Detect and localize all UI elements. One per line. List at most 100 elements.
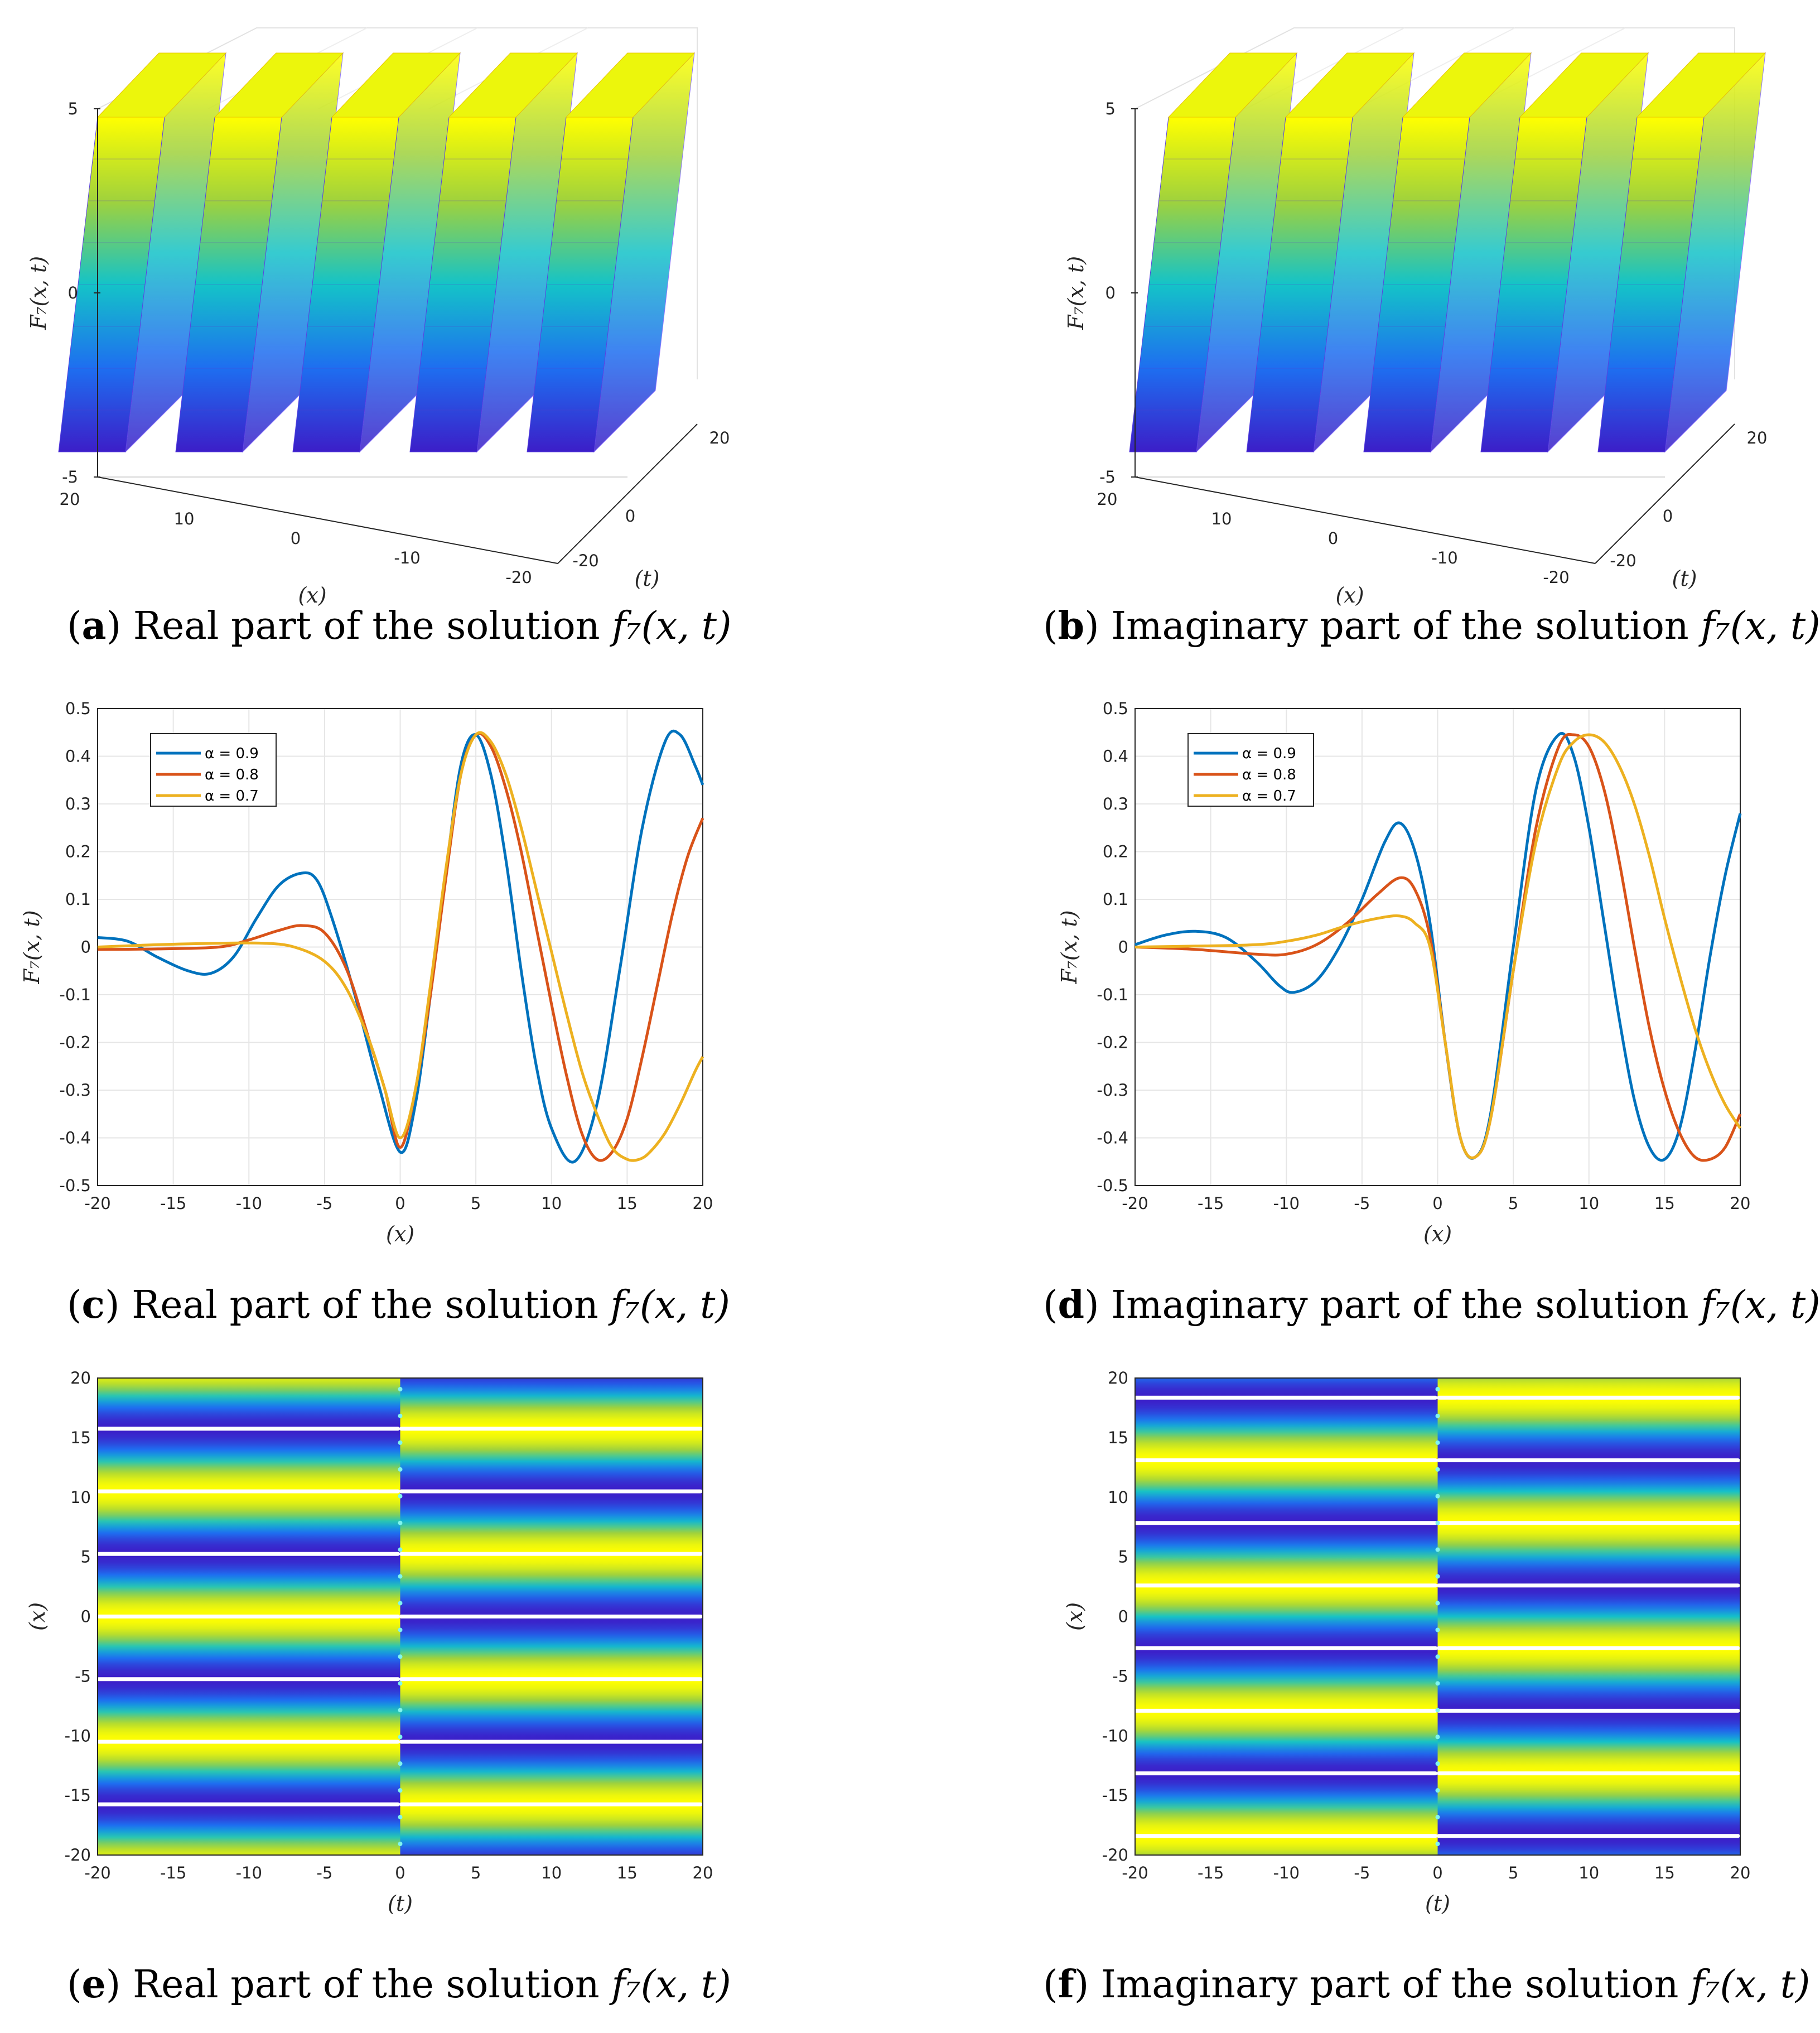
y-tick-label: 0.5 (1103, 699, 1128, 718)
x-tick-label: -20 (84, 1194, 110, 1213)
caption-letter: e (82, 1962, 106, 2007)
x-tick-label: 5 (471, 1863, 481, 1882)
y-axis-label: (x) (25, 1602, 50, 1631)
surface-crest (1636, 52, 1766, 118)
x-tick-label: 0 (395, 1863, 405, 1882)
x-tick-label: 20 (1730, 1863, 1751, 1882)
z-tick-label: -5 (1099, 468, 1116, 486)
caption-b: (b) Imaginary part of the solution f₇(x,… (1043, 604, 1820, 648)
y-axis-label: F₇(x, t) (20, 910, 44, 984)
y-tick-label: 20 (1108, 1369, 1128, 1388)
caption-letter: b (1058, 604, 1085, 648)
y-tick-label: 0.1 (65, 890, 91, 909)
y-axis (1595, 423, 1735, 564)
caption-letter: f (1058, 1962, 1076, 2007)
y-tick-label: -20 (572, 551, 598, 570)
caption-text: Real part of the solution (133, 1963, 600, 2007)
caption-text: Imaginary part of the solution (1101, 1963, 1678, 2007)
x-tick-label: 5 (1508, 1194, 1518, 1213)
caption-c: (c) Real part of the solution f₇(x, t) (67, 1283, 730, 1327)
y-tick-label: 0.2 (65, 842, 91, 861)
surface-plot-b: 5 0 -5 20 10 0 -10 -20 -20 0 20 (x) (t) F₇(x, t) (1064, 27, 1767, 608)
caption-text: Imaginary part of the solution (1111, 1283, 1688, 1327)
caption-paren-close: ) (105, 1283, 132, 1327)
caption-text: Imaginary part of the solution (1111, 604, 1688, 648)
x-tick-label: 10 (541, 1863, 562, 1882)
x-tick-label: 5 (1508, 1863, 1518, 1882)
legend-label: α = 0.9 (1242, 745, 1296, 762)
line-chart-c: -20 -15 -10 -5 0 5 10 15 20 0.5 0.4 0.3 0.2 0.1 0 -0.1 -… (20, 699, 713, 1246)
y-tick-label: -20 (1610, 551, 1636, 570)
y-tick-label: 15 (70, 1428, 91, 1447)
y-tick-label: 20 (70, 1369, 91, 1388)
y-tick-label: -20 (1102, 1846, 1128, 1865)
z-tick-label: -5 (62, 468, 78, 486)
surface-plot-a: 5 0 -5 20 10 0 -10 -20 -20 0 20 (x) (t) F₇(x, t) (26, 27, 730, 608)
caption-text: Real part of the solution (132, 1283, 598, 1327)
caption-func: f₇(x, t) (1698, 1283, 1820, 1327)
surface-crest (331, 52, 461, 118)
x-axis-label: (t) (1425, 1891, 1450, 1916)
surface-crest (1285, 52, 1415, 118)
x-axis-label: (x) (1423, 1222, 1452, 1246)
x-tick-label: -10 (1273, 1863, 1300, 1882)
x-tick-label: 10 (1578, 1194, 1599, 1213)
y-tick-label: 5 (81, 1548, 91, 1567)
axes-box (1135, 1377, 1741, 1856)
y-tick-label: 15 (1108, 1428, 1128, 1447)
y-tick-label: 0.4 (1103, 747, 1128, 766)
seam-marker (1435, 1413, 1440, 1418)
x-tick-label: 15 (1654, 1863, 1675, 1882)
seam-marker (1435, 1547, 1440, 1552)
legend: α = 0.9 α = 0.8 α = 0.7 (150, 733, 277, 807)
x-tick-label: -10 (236, 1863, 262, 1882)
seam-marker (398, 1815, 403, 1820)
seam-marker (398, 1574, 403, 1579)
y-tick-label: 0.3 (1103, 794, 1128, 813)
x-tick-label: 10 (541, 1194, 562, 1213)
caption-space (600, 1963, 612, 2007)
y-tick-label: -5 (75, 1666, 91, 1685)
x-tick-label: 0 (1328, 529, 1338, 548)
seam-marker (398, 1654, 403, 1659)
x-tick-label: 20 (1097, 490, 1118, 509)
surface-crest (214, 52, 344, 118)
caption-paren-open: ( (1043, 1283, 1058, 1327)
y-tick-label: -15 (1102, 1786, 1128, 1805)
legend-label: α = 0.8 (1242, 767, 1296, 783)
legend: α = 0.9 α = 0.8 α = 0.7 (1187, 733, 1314, 807)
y-tick-label: 20 (709, 428, 730, 447)
seam-marker (1435, 1627, 1440, 1632)
y-axis (557, 423, 698, 564)
seam-marker (398, 1627, 403, 1632)
x-tick-label: 10 (1211, 509, 1232, 528)
y-tick-label: -0.3 (1097, 1081, 1128, 1100)
axes-box (97, 1377, 703, 1856)
caption-paren-open: ( (1043, 1963, 1058, 2007)
x-tick-label: -20 (1122, 1863, 1148, 1882)
x-tick-label: -20 (1122, 1194, 1148, 1213)
y-tick-label: 0 (81, 1607, 91, 1626)
y-tick-label: 0 (1663, 507, 1673, 526)
x-tick-label: 15 (617, 1194, 638, 1213)
y-tick-label: 0.4 (65, 747, 91, 766)
legend-label: α = 0.9 (205, 745, 259, 762)
y-tick-label: -0.4 (59, 1129, 91, 1148)
y-tick-label: -0.2 (1097, 1033, 1128, 1052)
heatmap-e: -20 -15 -10 -5 0 5 10 15 20 20 15 10 5 0 -5 -10 -15 -20 (t… (25, 1369, 713, 1916)
x-tick-label: -5 (1354, 1863, 1370, 1882)
caption-paren-close: ) (1084, 1283, 1111, 1327)
x-axis (97, 476, 558, 564)
x-tick-label: 15 (617, 1863, 638, 1882)
caption-func: f₇(x, t) (1698, 604, 1820, 648)
y-tick-label: 10 (70, 1488, 91, 1507)
legend-label: α = 0.8 (205, 767, 259, 783)
seam-marker (398, 1735, 403, 1740)
seam-marker (1435, 1708, 1440, 1713)
caption-paren-open: ( (1043, 604, 1058, 648)
x-tick-label: -10 (236, 1194, 262, 1213)
y-axis-label: F₇(x, t) (1057, 910, 1082, 984)
x-tick-label: -15 (160, 1194, 186, 1213)
surface-crest (565, 52, 696, 118)
